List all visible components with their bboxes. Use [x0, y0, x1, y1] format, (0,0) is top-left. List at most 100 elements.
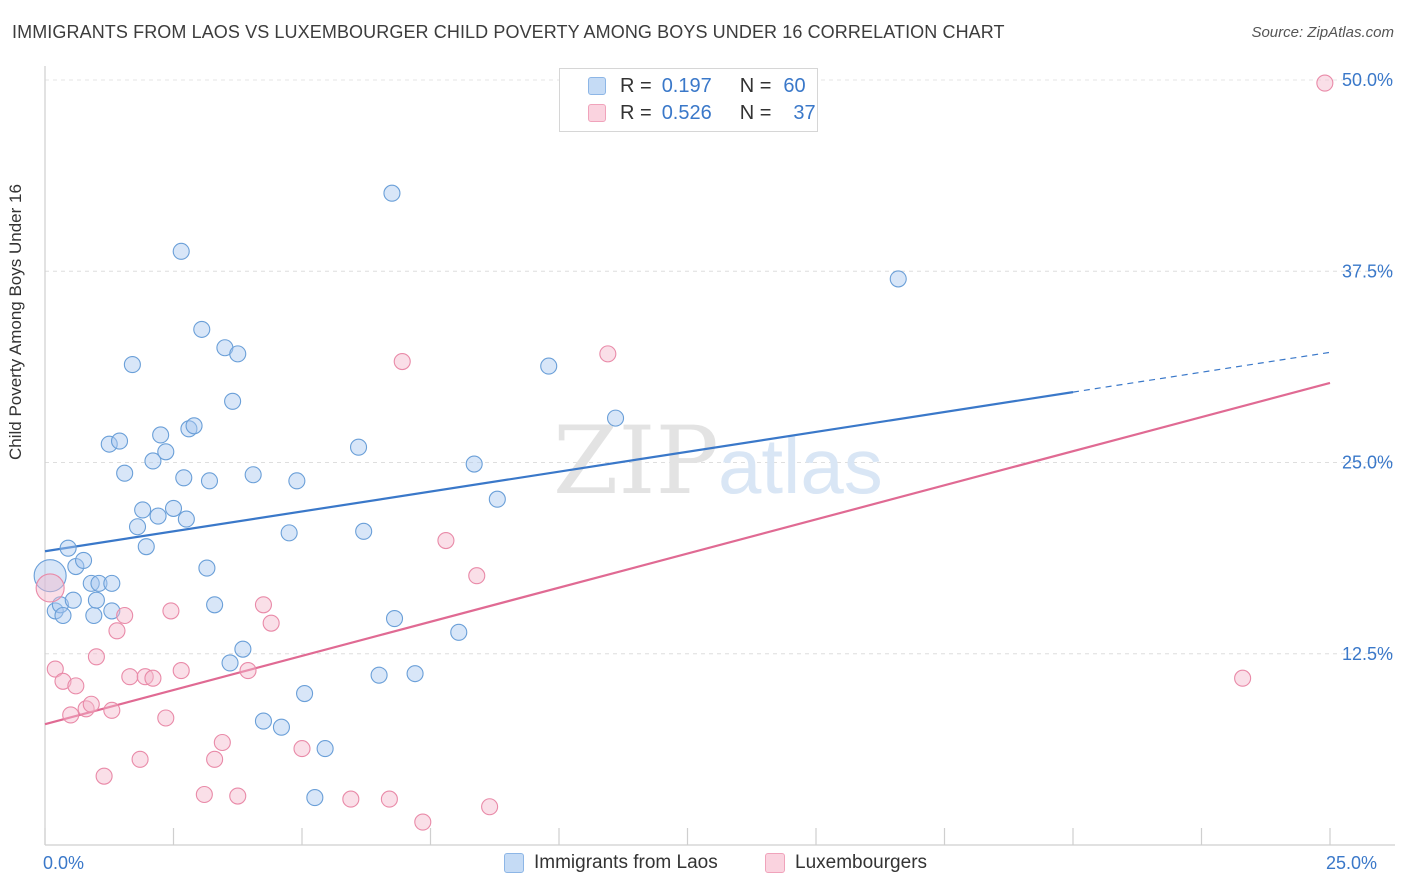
data-point: [385, 610, 404, 628]
data-point: [229, 787, 247, 805]
data-point: [383, 184, 401, 202]
bottom-legend-swatch-luxembourgers: [765, 853, 785, 873]
data-point: [162, 602, 180, 620]
data-point: [149, 507, 167, 525]
data-point: [342, 790, 360, 808]
data-point: [164, 499, 183, 517]
legend-n-value: 37: [793, 101, 816, 124]
x-axis-min-label: 0.0%: [43, 853, 85, 873]
data-point: [172, 242, 190, 260]
data-point: [87, 591, 105, 609]
data-point: [123, 356, 141, 374]
data-point: [599, 345, 617, 363]
chart-title: IMMIGRANTS FROM LAOS VS LUXEMBOURGER CHI…: [12, 22, 1005, 42]
data-point: [180, 420, 198, 438]
data-point: [406, 665, 424, 683]
data-point: [244, 466, 262, 484]
data-point: [606, 409, 625, 427]
data-point: [465, 455, 483, 473]
data-point: [110, 432, 129, 450]
data-point: [152, 426, 170, 444]
data-point: [262, 614, 280, 632]
data-point: [77, 700, 95, 718]
data-point: [355, 522, 373, 540]
data-point: [144, 452, 162, 470]
data-point: [137, 538, 155, 556]
data-point: [437, 531, 455, 550]
data-point: [54, 672, 72, 690]
trend-line-0: [44, 391, 1074, 553]
watermark-zip: ZIP: [553, 407, 719, 516]
data-points: [33, 74, 1334, 831]
data-point: [889, 270, 907, 288]
data-point: [288, 472, 306, 490]
data-point: [87, 648, 105, 666]
data-point: [85, 606, 103, 625]
data-point: [90, 574, 108, 592]
legend-r-value: 0.197: [661, 74, 712, 97]
data-point: [1234, 669, 1252, 687]
trend-line-extension-0: [1072, 351, 1331, 393]
data-point: [35, 573, 65, 603]
bottom-legend-laos: Immigrants from Laos: [504, 852, 718, 874]
data-point: [206, 596, 224, 614]
data-point: [306, 789, 324, 807]
data-point: [198, 559, 216, 577]
data-point: [206, 750, 224, 768]
data-point: [370, 666, 388, 684]
legend-n-value: 60: [783, 74, 806, 97]
data-point: [234, 640, 252, 658]
data-point: [393, 352, 411, 371]
bottom-legend-label-laos: Immigrants from Laos: [534, 852, 718, 873]
data-point: [414, 813, 432, 831]
data-point: [229, 345, 247, 363]
x-axis-max-label: 25.0%: [1326, 853, 1378, 873]
data-point: [239, 662, 257, 680]
data-point: [175, 469, 193, 487]
data-point: [100, 435, 118, 453]
bottom-legend-swatch-laos: [504, 853, 524, 873]
data-point: [131, 750, 149, 768]
data-point: [195, 785, 213, 804]
data-point: [67, 677, 85, 695]
data-point: [185, 417, 203, 435]
data-point: [128, 518, 147, 536]
legend-row-luxembourgers: R = 0.526 N = 37: [588, 101, 816, 125]
y-tick-label: 25.0%: [1342, 453, 1393, 473]
data-point: [224, 392, 242, 410]
data-point: [46, 660, 64, 678]
data-point: [280, 524, 298, 542]
data-point: [540, 357, 558, 375]
data-point: [254, 596, 273, 614]
grid-lines: [45, 79, 1395, 655]
data-point: [380, 790, 398, 808]
legend-r-value: 0.526: [661, 101, 712, 124]
legend-n-label: N =: [739, 74, 772, 97]
data-point: [1316, 74, 1334, 92]
legend-r-label: R =: [620, 74, 652, 97]
data-point: [116, 464, 134, 482]
y-tick-label: 12.5%: [1342, 644, 1393, 664]
data-point: [193, 320, 211, 338]
y-tick-label: 50.0%: [1342, 70, 1393, 90]
data-point: [272, 718, 290, 736]
y-tick-label: 37.5%: [1342, 261, 1393, 281]
watermark: ZIP atlas: [553, 407, 883, 516]
data-point: [103, 574, 121, 592]
legend-swatch-laos: [588, 77, 606, 95]
data-point: [82, 695, 100, 713]
stats-legend: R = 0.197 N = 60 R = 0.526 N = 37: [559, 68, 818, 132]
data-point: [121, 668, 139, 686]
data-point: [293, 740, 311, 758]
data-point: [481, 798, 499, 816]
data-point: [157, 443, 175, 461]
legend-r-label: R =: [620, 101, 652, 124]
data-point: [316, 740, 334, 758]
bottom-legend-label-luxembourgers: Luxembourgers: [795, 852, 928, 873]
data-point: [177, 510, 195, 528]
data-point: [116, 606, 134, 625]
legend-n-label: N =: [739, 101, 772, 124]
data-point: [134, 501, 152, 519]
data-point: [103, 602, 121, 620]
